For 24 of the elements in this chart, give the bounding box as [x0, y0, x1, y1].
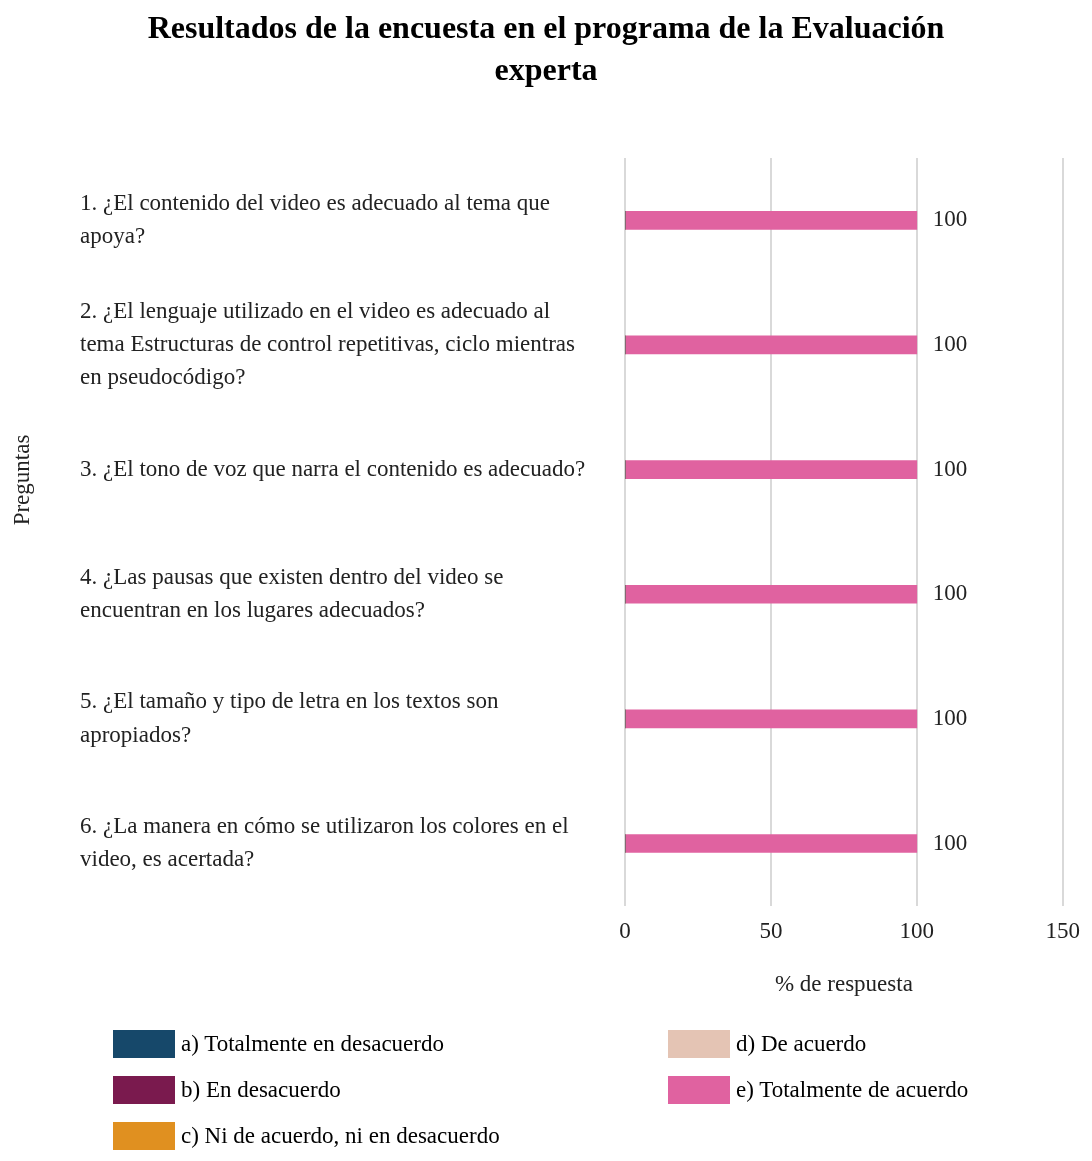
y-tick-label: 1. ¿El contenido del video es adecuado al tema que apoya? [80, 189, 551, 249]
legend-label: d) De acuerdo [736, 1031, 867, 1057]
data-label: 100 [932, 455, 968, 481]
y-tick-label: 4. ¿Las pausas que existen dentro del video se encuentran en los lugares adecuados? [80, 563, 504, 622]
y-tick-label: 3. ¿El tono de voz que narra el contenido es adecuado? [80, 455, 586, 481]
data-label: 100 [932, 206, 968, 232]
x-tick-label: 100 [899, 917, 935, 943]
y-tick-label: 6. ¿La manera en cómo se utilizaron los colores en el video, es acertada? [80, 812, 569, 872]
chart-title: Resultados de la encuesta en el programa de la Evaluación experta [146, 8, 946, 89]
legend-label: e) Totalmente de acuerdo [736, 1077, 969, 1103]
legend-label: b) En desacuerdo [181, 1077, 341, 1103]
y-tick-label: 2. ¿El lenguaje utilizado en el video es adecuado al tema Estructuras de control repetitivas, ciclo mientras en pseudocódigo? [80, 297, 576, 390]
x-tick-label: 50 [759, 917, 783, 943]
data-label: 100 [932, 331, 968, 356]
x-axis-title: % de respuesta [774, 971, 913, 997]
data-label: 100 [932, 580, 968, 606]
y-axis-title: Preguntas [9, 434, 35, 526]
data-label: 100 [932, 829, 968, 855]
legend-label: a) Totalmente en desacuerdo [181, 1031, 444, 1057]
y-tick-label: 5. ¿El tamaño y tipo de letra en los textos son apropiados? [80, 688, 499, 747]
x-tick-label: 150 [1045, 917, 1080, 943]
legend-label: c) Ni de acuerdo, ni en desacuerdo [181, 1123, 500, 1149]
x-tick-label: 0 [619, 917, 631, 943]
data-label: 100 [932, 704, 968, 730]
